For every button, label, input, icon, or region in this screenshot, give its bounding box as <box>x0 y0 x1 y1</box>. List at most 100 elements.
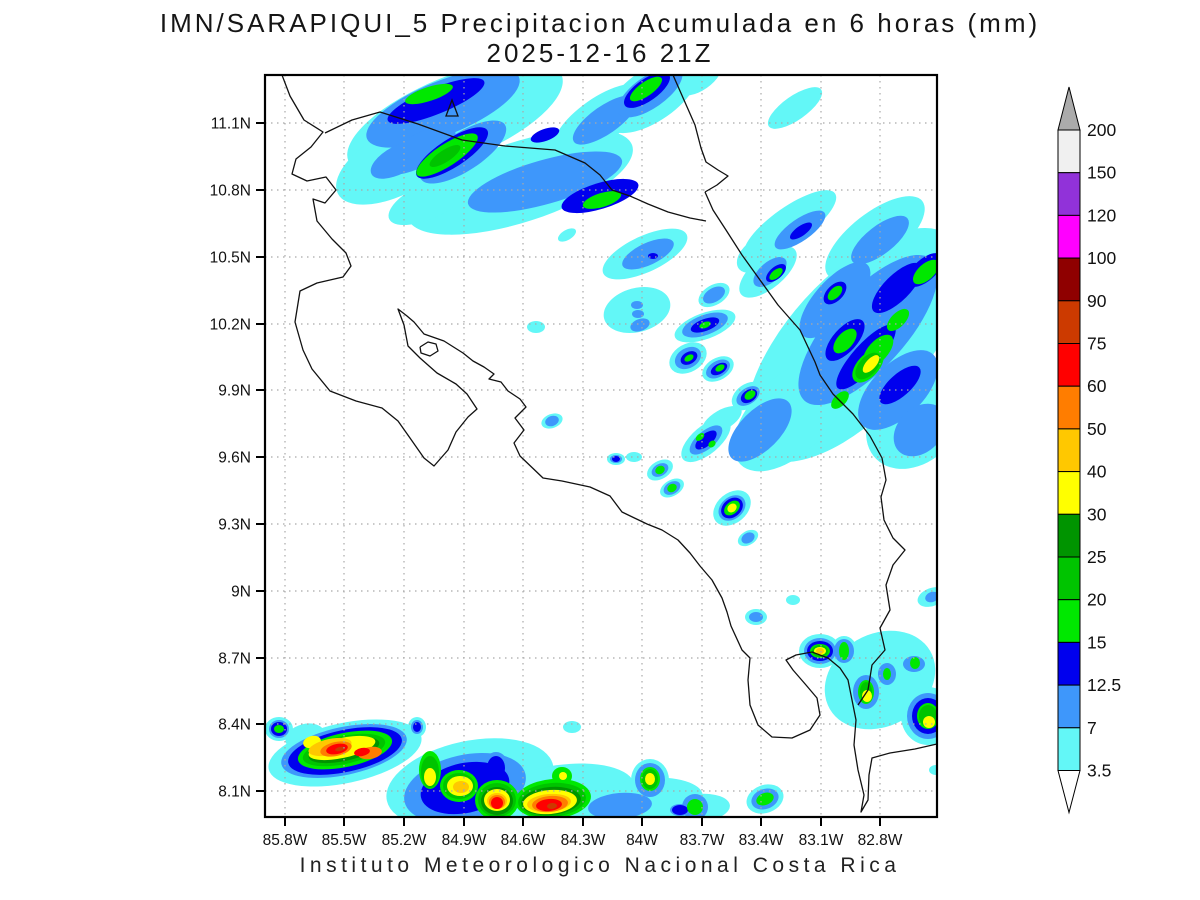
precip-cell-7mm <box>703 286 725 304</box>
lat-label: 9.3N <box>218 517 251 534</box>
precip-cell-3.5mm <box>626 452 642 462</box>
lon-label: 85.2W <box>382 832 427 849</box>
precip-cell-15mm <box>655 465 665 475</box>
precip-cell-15mm <box>667 483 677 493</box>
precip-cell-15mm <box>708 440 716 448</box>
colorbar-value-label: 75 <box>1087 334 1106 354</box>
colorbar-block <box>1057 257 1081 302</box>
lat-label: 11.1N <box>211 116 251 133</box>
plot-frame <box>263 73 939 819</box>
colorbar-block <box>1057 556 1081 601</box>
precip-cell-30mm <box>862 690 872 702</box>
colorbar-block <box>1057 214 1081 259</box>
precip-cell-12.5mm <box>879 365 921 405</box>
precip-cell-3.5mm <box>786 595 800 605</box>
precip-cell-15mm <box>839 642 849 660</box>
lon-label: 85.8W <box>263 832 308 849</box>
precip-cell-15mm <box>769 268 783 280</box>
colorbar-value-label: 40 <box>1087 462 1107 482</box>
precip-cell-7mm <box>749 612 763 622</box>
precip-cell-3.5mm <box>527 321 545 333</box>
colorbar-block <box>1057 385 1081 430</box>
precip-cell-12.5mm <box>413 722 421 732</box>
precipitation-field <box>265 75 937 817</box>
map-title: IMN/SARAPIQUI_5 Precipitacion Acumulada … <box>159 8 1041 38</box>
colorbar-block <box>1057 641 1081 686</box>
coastline-path <box>324 111 707 222</box>
precip-cell-3.5mm <box>603 286 671 334</box>
colorbar-value-label: 50 <box>1087 419 1107 439</box>
precip-cell-7mm <box>467 151 623 213</box>
lon-label: 83.1W <box>799 832 844 849</box>
precip-cell-30mm <box>645 773 655 785</box>
colorbar-block <box>1057 513 1081 558</box>
colorbar-block <box>1057 172 1081 216</box>
y-axis-latitude: 11.1N 10.8N 10.5N 10.2N 9.9N 9.6N 9.3N 9N 8.7N 8.… <box>210 116 265 801</box>
precip-cell-15mm <box>715 364 725 372</box>
colorbar-over-arrow-icon <box>1057 86 1081 131</box>
colorbar-value-label: 3.5 <box>1087 761 1111 781</box>
lat-label: 9.9N <box>218 383 251 400</box>
precip-cell-12.5mm <box>789 222 813 240</box>
precip-cell-75mm <box>335 746 345 752</box>
precip-cell-15mm <box>883 668 891 680</box>
colorbar-value-label: 30 <box>1087 504 1107 524</box>
colorbar-value-label: 90 <box>1087 291 1107 311</box>
precip-cell-15mm <box>744 390 756 400</box>
colorbar-value-label: 25 <box>1087 547 1106 567</box>
grid-lines <box>265 75 937 817</box>
lat-label: 10.8N <box>210 183 251 200</box>
coastline-path <box>281 75 937 813</box>
precip-cell-15mm <box>684 354 694 362</box>
precip-cell-30mm <box>727 503 737 513</box>
colorbar-value-label: 7 <box>1087 718 1097 738</box>
precip-cell-15mm <box>699 321 711 329</box>
colorbar-value-label: 20 <box>1087 590 1107 610</box>
precip-cell-30mm <box>923 716 935 728</box>
lon-label: 82.8W <box>858 832 903 849</box>
colorbar-value-label: 100 <box>1087 248 1116 268</box>
colorbar-value-label: 200 <box>1087 120 1116 140</box>
coastline-path <box>704 191 906 706</box>
station-triangle-marker <box>445 98 459 117</box>
colorbar-value-label: 12.5 <box>1087 675 1121 695</box>
precip-cell-15mm <box>405 83 453 105</box>
lon-label: 84.6W <box>501 832 546 849</box>
precip-cell-12.5mm <box>695 430 717 450</box>
colorbar-legend: 200 150 120 100 90 75 60 50 40 30 25 20 15 12.5 7 3.5 <box>1057 86 1121 815</box>
precip-cell-40mm <box>453 781 469 793</box>
precip-cell-7mm <box>925 591 937 603</box>
precip-cell-7mm <box>851 215 909 265</box>
coastlines <box>281 75 937 813</box>
precip-cell-3.5mm <box>678 75 722 96</box>
precip-cell-15mm <box>827 285 843 301</box>
lon-label: 84W <box>626 832 658 849</box>
precip-cell-40mm <box>816 648 824 654</box>
colorbar-under-arrow-icon <box>1057 770 1081 815</box>
precip-cell-15mm <box>910 657 920 669</box>
precip-cell-7mm <box>370 141 426 179</box>
lon-label: 84.9W <box>442 832 487 849</box>
colorbar-block <box>1057 428 1081 473</box>
colorbar-value-label: 150 <box>1087 163 1116 183</box>
precip-cell-7mm <box>741 532 755 544</box>
precip-cell-12.5mm <box>530 127 560 143</box>
lon-label: 84.3W <box>561 832 606 849</box>
lon-label: 83.4W <box>739 832 784 849</box>
lat-label: 8.4N <box>218 717 251 734</box>
lat-label: 8.1N <box>218 784 251 801</box>
footer-institution: Instituto Meteorologico Nacional Costa R… <box>299 854 901 877</box>
lat-label: 9.6N <box>218 450 251 467</box>
precip-cell-30mm <box>424 768 436 786</box>
precip-cell-12.5mm <box>672 805 688 815</box>
precip-cell-30mm <box>559 772 567 780</box>
colorbar-block <box>1057 343 1081 387</box>
precip-cell-12.5mm <box>648 253 658 259</box>
precip-cell-30mm <box>862 355 880 373</box>
colorbar-block <box>1057 599 1081 643</box>
precip-cell-15mm <box>912 259 937 285</box>
precip-cell-3.5mm <box>563 721 581 733</box>
precip-cell-15mm <box>833 328 857 354</box>
precip-cell-15mm <box>886 308 910 332</box>
precip-cell-15mm <box>629 76 663 102</box>
